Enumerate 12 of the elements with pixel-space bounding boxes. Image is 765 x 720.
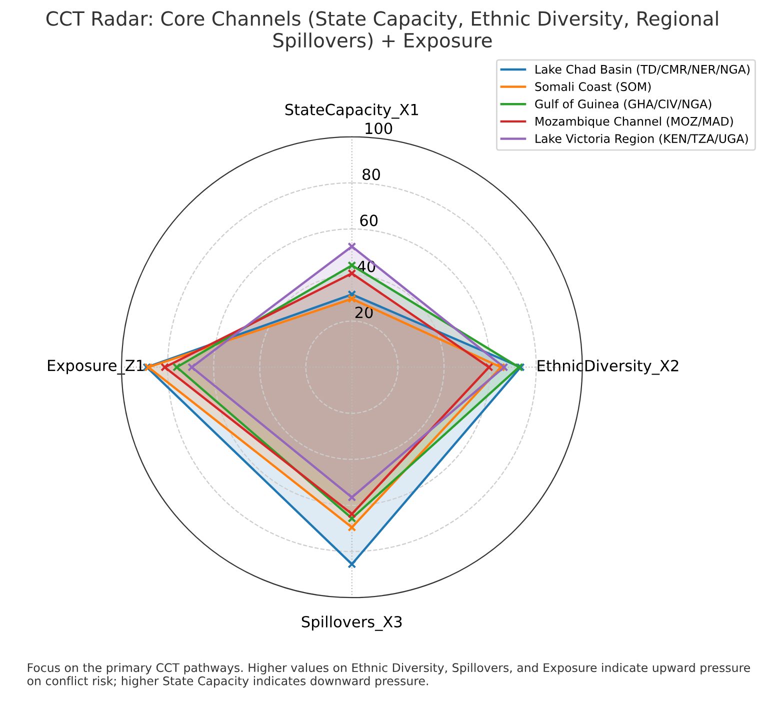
text: Focus on the primary CCT pathways. Higher values on Ethnic Diversity, Spillovers, and Exposure indicate upward pressure on conflict risk; higher State Capacity indicates downward pressure. (27, 662, 750, 688)
spoke-label: StateCapacity_X1 (285, 104, 418, 119)
legend-label: Gulf of Guinea (GHA/CIV/NGA) (535, 99, 712, 110)
spoke-label: Spillovers_X3 (302, 616, 402, 631)
legend-label: Lake Chad Basin (TD/CMR/NER/NGA) (536, 64, 750, 76)
legend-label: Lake Victoria Region (KEN/TZA/UGA) (536, 134, 748, 146)
y-tick-label: 80 (362, 168, 380, 180)
y-tick-label: 60 (360, 214, 378, 226)
legend-label: Somali Coast (SOM) (535, 82, 651, 92)
legend-label: Mozambique Channel (MOZ/MAD) (536, 116, 733, 128)
chart-title: CCT Radar: Core Channels (State Capacity, Ethnic Diversity, Regional Spillovers) + Exposure (46, 10, 718, 52)
y-tick-label: 100 (366, 122, 392, 134)
